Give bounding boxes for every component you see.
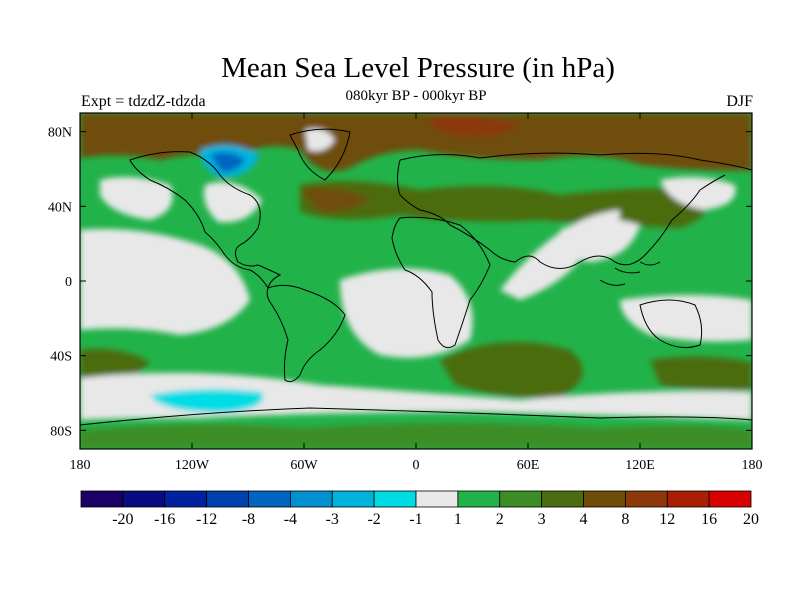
hudson-low-core [210,152,245,172]
colorbar-swatch [289,490,333,508]
y-tick-label: 40S [50,350,72,365]
map-axes: 180 120W 60W 0 60E 120E 180 80N 40N 0 40S 80S [48,113,763,473]
coastlines [80,128,752,426]
colorbar-label: -4 [284,511,297,528]
x-tick-label: 0 [413,458,420,473]
x-tick-label: 180 [70,458,91,473]
colorbar-label: -1 [409,511,422,528]
south-pacific-low [620,295,752,342]
north-america-low [203,182,262,223]
x-tick-label: 120E [625,458,655,473]
colorbar-swatch [583,490,626,508]
antarctic-positive-band [80,423,752,449]
amundsen-sea-low [150,389,264,413]
east-pacific-low [80,229,250,335]
colorbar-label: 1 [454,511,462,528]
north-pacific-low [100,176,173,220]
colorbar-swatch [666,490,710,508]
colorbar-label: 20 [743,511,759,528]
colorbar-label: 2 [496,511,504,528]
south-pacific-high-east [650,356,752,391]
arctic-high-region [80,113,752,172]
greenland-low [305,128,335,152]
colorbar-label: -16 [154,511,175,528]
y-tick-label: 80S [50,424,72,439]
page-title: Mean Sea Level Pressure (in hPa) [221,52,615,84]
colorbar-swatch [373,490,417,508]
x-tick-label: 60W [290,458,318,473]
colorbar-swatch [248,490,291,508]
colorbar-label: -20 [112,511,133,528]
x-tick-label: 120W [175,458,210,473]
x-tick-label: 60E [517,458,540,473]
north-atlantic-high [300,187,370,213]
colorbar-swatch [624,490,668,508]
colorbar-label: 12 [659,511,675,528]
experiment-label: Expt = tdzdZ-tdzda [81,93,206,110]
arabian-low [560,219,640,262]
australia-coast [639,299,703,349]
colorbar-label: -2 [367,511,380,528]
colorbar-swatch [80,490,124,508]
africa-coast [391,216,491,349]
colorbar-label: 16 [701,511,717,528]
y-tick-label: 40N [48,200,72,215]
pressure-field [80,113,752,449]
colorbar: -20 -16 -12 -8 -4 -3 -2 -1 1 2 3 4 8 12 16 20 [80,490,759,528]
colorbar-label: 3 [538,511,546,528]
maritime-continent-coast [599,261,661,286]
greenland-coast [289,128,351,181]
y-tick-label: 0 [65,275,72,290]
colorbar-swatch [541,490,584,508]
colorbar-swatch [164,490,208,508]
south-america-coast [266,284,346,383]
colorbar-swatch [499,490,543,508]
map-area [80,113,752,449]
colorbar-swatch [457,490,501,508]
y-tick-label: 80N [48,126,72,141]
siberian-high-core [430,116,520,137]
south-pacific-high-west [80,348,150,381]
colorbar-label: -3 [326,511,339,528]
eurasia-coast [397,152,752,269]
colorbar-label: -8 [242,511,255,528]
south-atlantic-low [340,268,473,358]
arctic-west-region [84,118,130,136]
x-tick-label: 180 [742,458,763,473]
season-label: DJF [726,93,753,110]
colorbar-label: 8 [621,511,629,528]
colorbar-label: -12 [196,511,217,528]
colorbar-swatch [708,490,752,508]
colorbar-swatch [122,490,166,508]
page-subtitle: 080kyr BP - 000kyr BP [345,88,487,104]
antarctica-coast [80,407,752,426]
colorbar-swatch [206,490,249,508]
colorbar-label: 4 [580,511,588,528]
colorbar-swatch [331,490,375,508]
south-indian-high [440,342,583,399]
colorbar-swatch [415,490,459,508]
north-america-coast [129,151,282,290]
